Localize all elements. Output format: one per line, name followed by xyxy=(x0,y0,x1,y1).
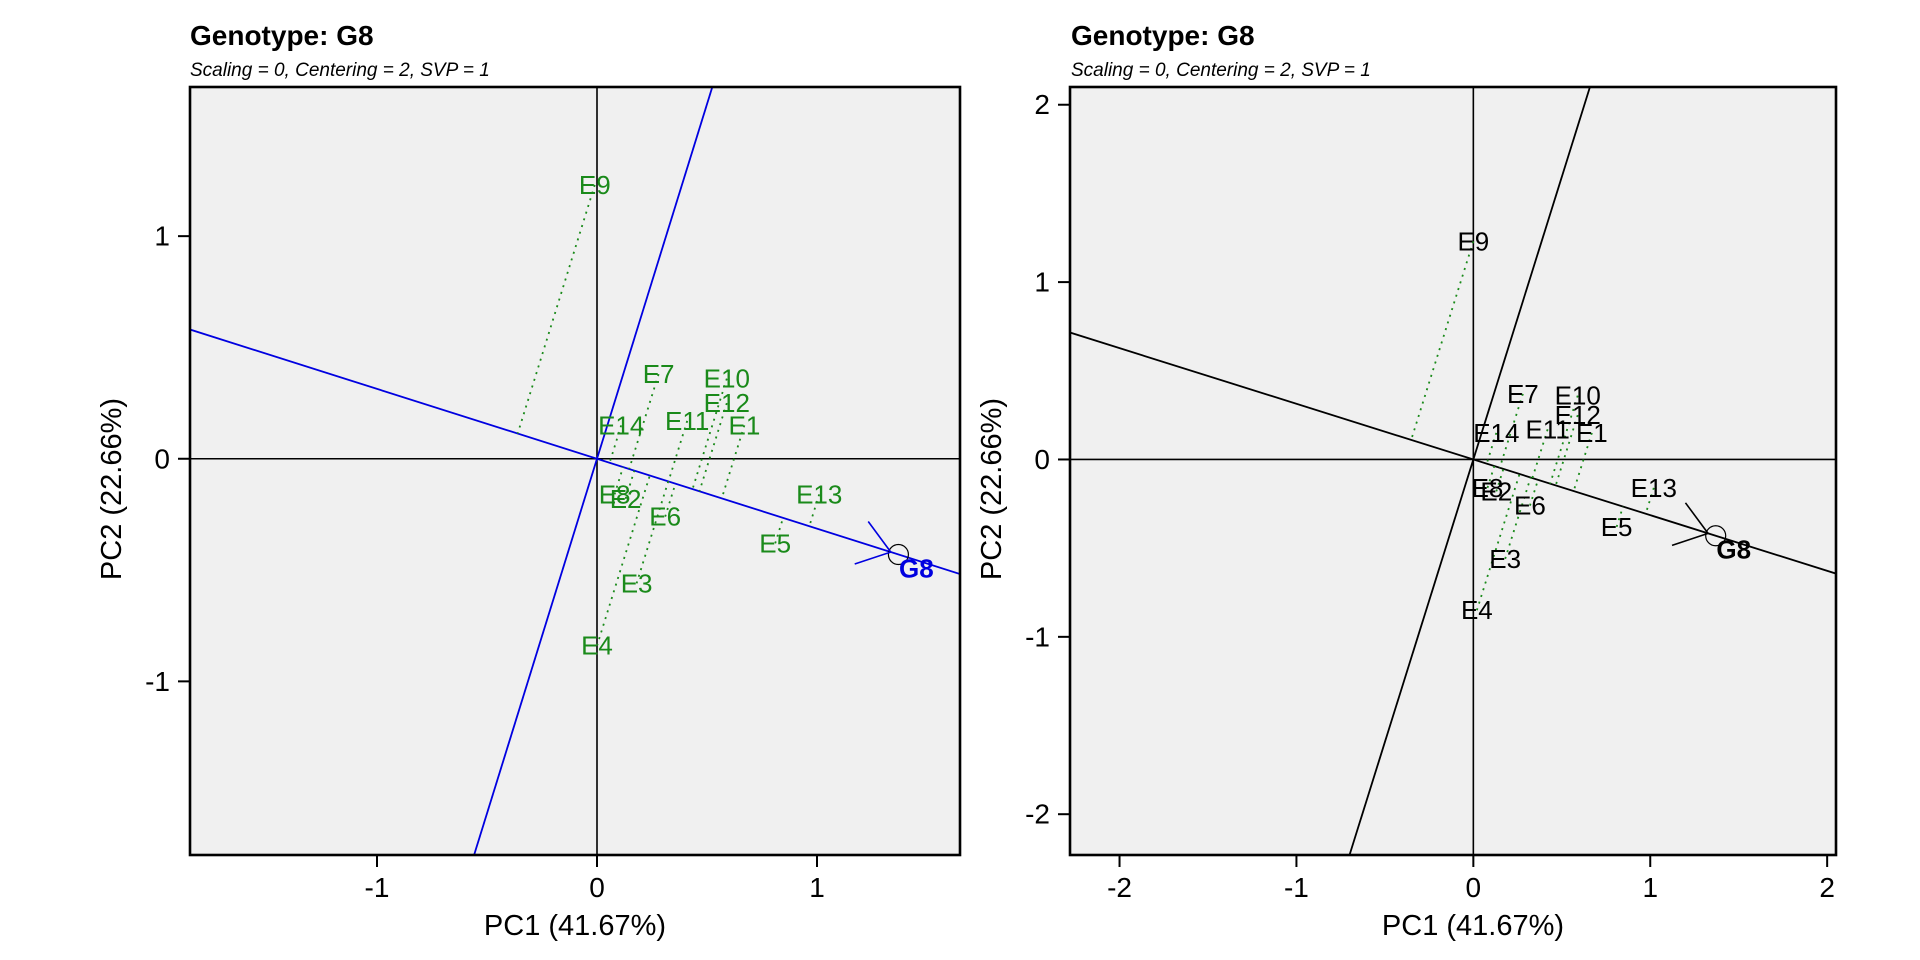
genotype-circle xyxy=(1705,525,1727,547)
projection-line xyxy=(698,402,728,492)
environment-label: E7 xyxy=(1507,379,1539,409)
environment-label: E2 xyxy=(610,484,642,514)
environment-label: E12 xyxy=(1555,400,1601,430)
environment-label: E9 xyxy=(579,170,611,200)
x-tick-label: -2 xyxy=(1107,872,1132,903)
x-tick-label: -1 xyxy=(365,872,390,903)
chart-subtitle: Scaling = 0, Centering = 2, SVP = 1 xyxy=(1071,60,1371,81)
chart-title: Genotype: G8 xyxy=(1071,20,1255,51)
environment-label: E1 xyxy=(728,410,760,440)
y-tick-label: 1 xyxy=(1034,267,1050,298)
y-axis-label: PC2 (22.66%) xyxy=(96,397,128,581)
environment-label: E10 xyxy=(704,364,750,394)
chart-subtitle: Scaling = 0, Centering = 2, SVP = 1 xyxy=(190,60,490,81)
plot-background xyxy=(1070,87,1836,855)
genotype-circle xyxy=(887,543,910,566)
y-tick-label: 2 xyxy=(1034,89,1050,120)
x-tick-label: 2 xyxy=(1819,872,1835,903)
projection-line xyxy=(720,425,746,499)
environment-label: E6 xyxy=(1514,491,1546,521)
plot-area xyxy=(190,87,960,855)
genotype-axis-line xyxy=(190,328,960,575)
projection-line xyxy=(596,475,651,647)
environment-label: E11 xyxy=(665,406,709,436)
projection-line xyxy=(624,470,636,500)
x-tick-label: -1 xyxy=(1284,872,1309,903)
genotype-arrow-head xyxy=(1671,532,1709,547)
environment-label: E2 xyxy=(1480,476,1512,506)
y-axis-label: PC2 (22.66%) xyxy=(976,397,1008,581)
projection-line xyxy=(1498,393,1524,469)
environment-label: E8 xyxy=(1472,473,1504,503)
projection-line xyxy=(628,373,660,470)
environment-label: E4 xyxy=(1461,595,1493,625)
y-tick-label: 0 xyxy=(1034,444,1050,475)
y-tick-label: -2 xyxy=(1025,799,1050,830)
genotype-axis-line xyxy=(1070,331,1836,575)
environment-label: E9 xyxy=(1457,226,1489,256)
environment-label: E13 xyxy=(796,479,842,509)
genotype-label: G8 xyxy=(1716,535,1751,565)
plot-frame xyxy=(1068,85,1838,857)
projection-line xyxy=(691,378,728,490)
y-tick-label: 1 xyxy=(154,221,170,252)
environment-label: E14 xyxy=(598,410,644,440)
environment-label: E8 xyxy=(599,479,631,509)
projection-line xyxy=(1554,414,1579,486)
x-tick-label: 1 xyxy=(1642,872,1658,903)
environment-label: E1 xyxy=(1576,418,1608,448)
projection-line xyxy=(613,466,624,495)
chart-title: Genotype: G8 xyxy=(190,20,374,51)
biplot-panel-left: Genotype: G8 Scaling = 0, Centering = 2,… xyxy=(96,20,962,942)
genotype-arrow-head xyxy=(867,520,892,553)
projection-line xyxy=(1529,479,1539,506)
environment-label: E10 xyxy=(1555,381,1601,411)
environment-label: E3 xyxy=(1489,544,1521,574)
environment-label: E11 xyxy=(1525,414,1569,444)
x-axis-label: PC1 (41.67%) xyxy=(483,910,667,942)
environment-label: E12 xyxy=(704,388,750,418)
x-axis-label: PC1 (41.67%) xyxy=(1381,910,1565,942)
y-tick-label: -1 xyxy=(145,666,170,697)
genotype-arrow-head xyxy=(854,551,892,565)
projection-line xyxy=(1644,487,1655,514)
plot-area xyxy=(1070,87,1836,855)
environment-label: E5 xyxy=(759,528,791,558)
perpendicular-axis-line xyxy=(1348,87,1591,855)
projection-line xyxy=(1531,429,1549,479)
x-tick-label: 0 xyxy=(1466,872,1482,903)
projection-line xyxy=(516,184,596,434)
projection-line xyxy=(1476,473,1521,611)
genotype-label: G8 xyxy=(899,553,934,583)
projection-line xyxy=(1504,477,1532,560)
projection-line xyxy=(664,483,677,517)
perpendicular-axis-line xyxy=(473,87,714,855)
environment-label: E14 xyxy=(1473,418,1519,448)
environment-label: E13 xyxy=(1631,473,1677,503)
environment-label: E5 xyxy=(1601,512,1633,542)
x-tick-label: 0 xyxy=(589,872,605,903)
plot-frame xyxy=(188,85,962,857)
projection-line xyxy=(1572,432,1593,492)
projection-line xyxy=(774,517,784,544)
environment-label: E3 xyxy=(621,568,653,598)
genotype-arrow-head xyxy=(1684,502,1709,534)
environment-label: E4 xyxy=(581,631,613,661)
environment-label: E7 xyxy=(643,359,675,389)
plot-background xyxy=(190,87,960,855)
y-tick-label: 0 xyxy=(154,443,170,474)
environment-label: E6 xyxy=(649,502,681,532)
projection-line xyxy=(1549,395,1579,484)
x-tick-label: 1 xyxy=(809,872,825,903)
y-tick-label: -1 xyxy=(1025,621,1050,652)
biplot-panel-right: Genotype: G8 Scaling = 0, Centering = 2,… xyxy=(960,0,1920,960)
